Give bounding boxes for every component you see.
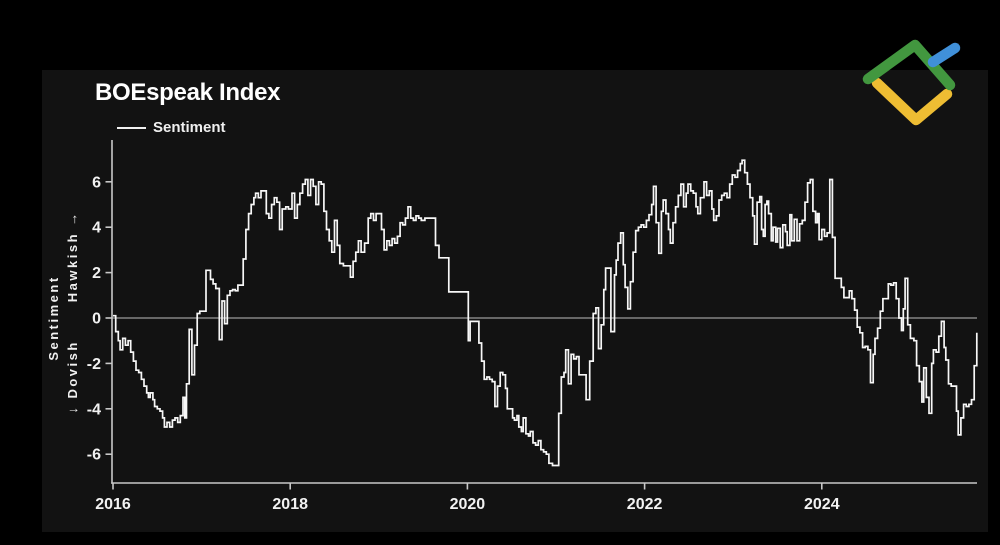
y-tick-label: 4 xyxy=(92,220,101,237)
y-tick-label: 2 xyxy=(92,265,101,282)
legend: Sentiment xyxy=(117,119,226,136)
y-tick-label: 6 xyxy=(92,174,101,191)
sentiment-line xyxy=(113,159,978,467)
chart-title: BOEspeak Index xyxy=(95,79,281,106)
logo-yellow-stroke xyxy=(871,77,953,126)
y-tick-label: -2 xyxy=(87,356,101,373)
logo-blue-stroke xyxy=(927,42,961,68)
logo-green-stroke xyxy=(862,39,956,91)
legend-line-swatch xyxy=(117,126,146,129)
x-tick-label: 2018 xyxy=(272,496,308,513)
x-tick-label: 2022 xyxy=(627,496,663,513)
x-tick-label: 2016 xyxy=(95,496,131,513)
litefinance-logo xyxy=(862,39,961,126)
legend-label: Sentiment xyxy=(153,119,226,136)
chart-panel xyxy=(42,70,988,532)
x-tick-label: 2020 xyxy=(450,496,486,513)
y-tick-label: 0 xyxy=(92,311,101,328)
x-tick-label: 2024 xyxy=(804,496,840,513)
y-tick-label: -6 xyxy=(87,447,101,464)
y-tick-label: -4 xyxy=(87,401,101,418)
